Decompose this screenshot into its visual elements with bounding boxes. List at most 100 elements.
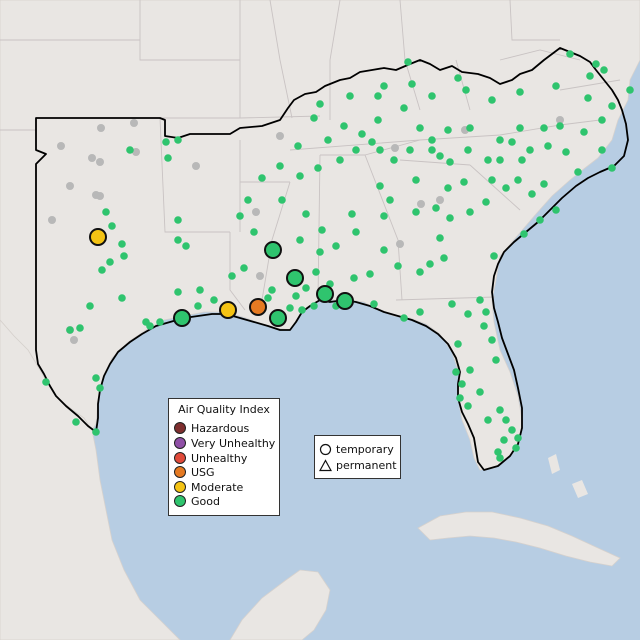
site-good[interactable] [102, 208, 110, 216]
site-good[interactable] [98, 266, 106, 274]
site-good[interactable] [626, 86, 634, 94]
site-good[interactable] [428, 146, 436, 154]
site-good[interactable] [540, 124, 548, 132]
site-inactive[interactable] [396, 240, 404, 248]
site-inactive[interactable] [276, 132, 284, 140]
site-inactive[interactable] [70, 336, 78, 344]
site-good[interactable] [276, 162, 284, 170]
site-good[interactable] [428, 136, 436, 144]
site-good[interactable] [566, 50, 574, 58]
site-inactive[interactable] [192, 162, 200, 170]
site-good[interactable] [416, 124, 424, 132]
site-good[interactable] [416, 308, 424, 316]
site-good[interactable] [86, 302, 94, 310]
site-good[interactable] [600, 66, 608, 74]
site-good-temporary[interactable] [316, 285, 334, 303]
site-good[interactable] [608, 164, 616, 172]
site-good[interactable] [240, 264, 248, 272]
site-good[interactable] [528, 190, 536, 198]
site-good[interactable] [496, 156, 504, 164]
site-good[interactable] [488, 336, 496, 344]
site-good[interactable] [318, 226, 326, 234]
site-inactive[interactable] [436, 196, 444, 204]
site-inactive[interactable] [417, 200, 425, 208]
site-good[interactable] [544, 142, 552, 150]
site-good[interactable] [464, 402, 472, 410]
site-good[interactable] [42, 378, 50, 386]
site-good[interactable] [494, 448, 502, 456]
site-good[interactable] [580, 128, 588, 136]
site-good[interactable] [516, 124, 524, 132]
site-good[interactable] [608, 102, 616, 110]
site-good[interactable] [296, 172, 304, 180]
site-inactive[interactable] [252, 208, 260, 216]
site-inactive[interactable] [256, 272, 264, 280]
site-good[interactable] [444, 126, 452, 134]
site-good[interactable] [348, 210, 356, 218]
site-good[interactable] [358, 130, 366, 138]
site-good[interactable] [436, 234, 444, 242]
site-good[interactable] [316, 100, 324, 108]
site-good[interactable] [598, 146, 606, 154]
site-usg-temporary[interactable] [249, 298, 267, 316]
site-good-temporary[interactable] [173, 309, 191, 327]
site-good[interactable] [490, 252, 498, 260]
site-good[interactable] [446, 158, 454, 166]
site-good[interactable] [586, 72, 594, 80]
site-good-temporary[interactable] [336, 292, 354, 310]
site-good[interactable] [352, 146, 360, 154]
site-good[interactable] [514, 434, 522, 442]
site-good[interactable] [412, 208, 420, 216]
site-good[interactable] [500, 436, 508, 444]
site-good[interactable] [380, 82, 388, 90]
site-good[interactable] [428, 92, 436, 100]
site-good[interactable] [164, 154, 172, 162]
site-good[interactable] [316, 248, 324, 256]
site-good[interactable] [432, 204, 440, 212]
site-good[interactable] [340, 122, 348, 130]
site-good[interactable] [258, 174, 266, 182]
site-good[interactable] [426, 260, 434, 268]
site-good[interactable] [368, 138, 376, 146]
site-good[interactable] [496, 136, 504, 144]
site-good[interactable] [536, 216, 544, 224]
site-good[interactable] [350, 274, 358, 282]
site-good[interactable] [346, 92, 354, 100]
site-inactive[interactable] [96, 158, 104, 166]
site-good[interactable] [512, 444, 520, 452]
site-good[interactable] [482, 308, 490, 316]
site-good[interactable] [562, 148, 570, 156]
site-good[interactable] [476, 296, 484, 304]
site-good[interactable] [592, 60, 600, 68]
site-good[interactable] [440, 254, 448, 262]
site-moderate-temporary[interactable] [219, 301, 237, 319]
site-good[interactable] [456, 394, 464, 402]
site-inactive[interactable] [57, 142, 65, 150]
site-good[interactable] [126, 146, 134, 154]
site-good[interactable] [540, 180, 548, 188]
site-good[interactable] [302, 210, 310, 218]
site-good[interactable] [496, 406, 504, 414]
site-good[interactable] [380, 246, 388, 254]
site-good[interactable] [118, 240, 126, 248]
site-good[interactable] [174, 136, 182, 144]
site-good[interactable] [146, 322, 154, 330]
site-good-temporary[interactable] [264, 241, 282, 259]
site-good[interactable] [376, 182, 384, 190]
site-good[interactable] [108, 222, 116, 230]
site-good[interactable] [194, 302, 202, 310]
site-good[interactable] [374, 92, 382, 100]
site-good[interactable] [118, 294, 126, 302]
site-good[interactable] [374, 116, 382, 124]
site-inactive[interactable] [96, 192, 104, 200]
site-good[interactable] [174, 216, 182, 224]
site-good[interactable] [446, 214, 454, 222]
site-good[interactable] [502, 416, 510, 424]
site-good[interactable] [298, 306, 306, 314]
site-good[interactable] [106, 258, 114, 266]
site-good[interactable] [480, 322, 488, 330]
site-good[interactable] [492, 356, 500, 364]
site-good[interactable] [508, 138, 516, 146]
site-good[interactable] [380, 212, 388, 220]
site-good[interactable] [520, 230, 528, 238]
